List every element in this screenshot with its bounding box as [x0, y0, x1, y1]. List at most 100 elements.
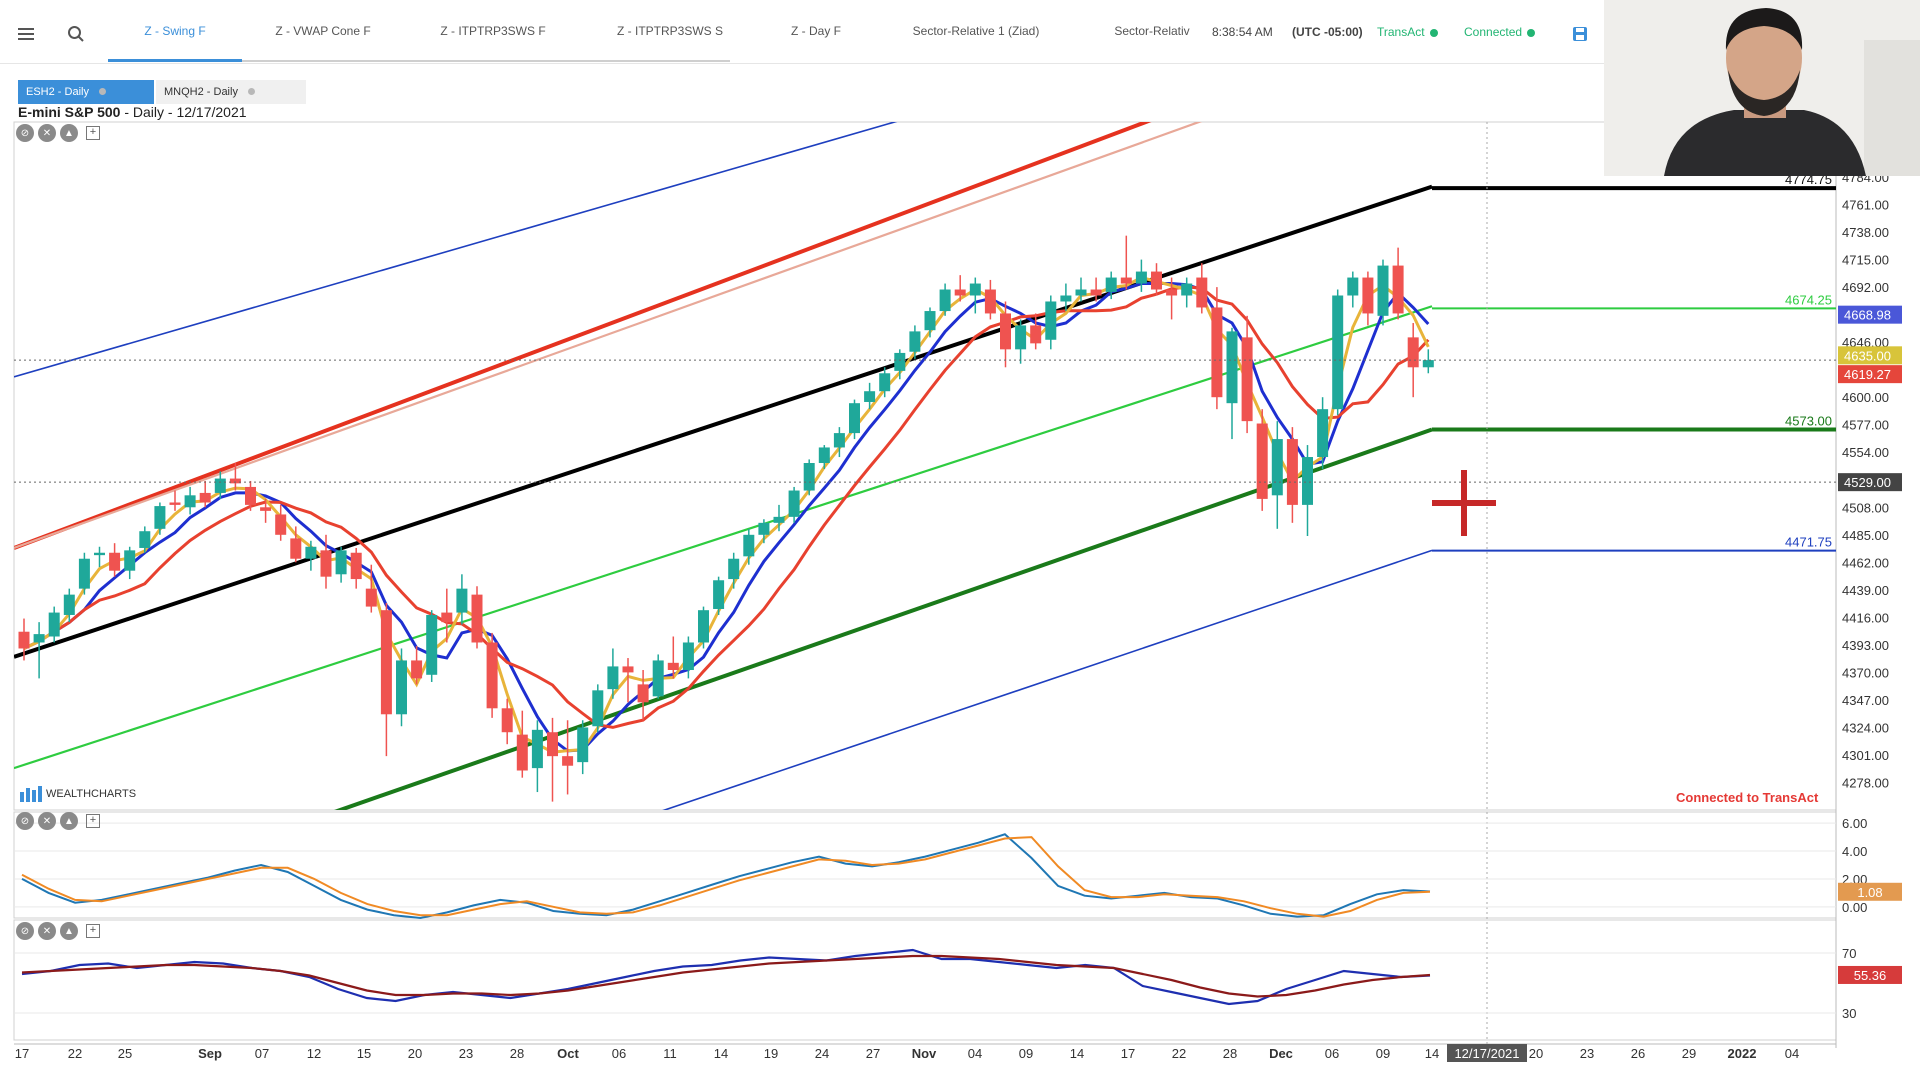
tab-day-f[interactable]: Z - Day F — [791, 24, 841, 38]
candle-body — [713, 580, 725, 609]
save-icon[interactable] — [1566, 20, 1594, 48]
time-axis-tick-label: Oct — [557, 1046, 579, 1061]
time-axis-tick-label: 20 — [1529, 1046, 1543, 1061]
candle-body — [1120, 277, 1132, 284]
moving-average-line — [23, 275, 1430, 754]
hide-icon[interactable]: ⊘ — [16, 124, 34, 142]
search-icon[interactable] — [62, 20, 90, 48]
candle-body — [622, 666, 634, 673]
candle-body — [667, 662, 679, 671]
candle-body — [1422, 360, 1434, 368]
candle-body — [1075, 289, 1087, 296]
time-axis-tick-label: 09 — [1376, 1046, 1390, 1061]
time-axis-tick-label: 06 — [612, 1046, 626, 1061]
hide-icon[interactable]: ⊘ — [16, 812, 34, 830]
candle-body — [154, 506, 166, 529]
candle-body — [305, 546, 317, 559]
candle-body — [214, 478, 226, 493]
wealthcharts-logo-icon — [20, 786, 42, 802]
candle-body — [803, 463, 815, 491]
candle-body — [1105, 277, 1117, 292]
candle-body — [728, 558, 740, 580]
candle-body — [33, 634, 45, 643]
tab-sector-relative-1[interactable]: Sector-Relative 1 (Ziad) — [912, 24, 1040, 38]
price-tag-label: 4619.27 — [1844, 367, 1891, 382]
add-icon[interactable]: + — [86, 924, 100, 938]
tab-vwap-cone-f[interactable]: Z - VWAP Cone F — [275, 24, 371, 38]
candle-body — [758, 522, 770, 535]
candle-body — [1256, 423, 1268, 499]
clock-time: 8:38:54 AM — [1212, 25, 1273, 39]
candle-body — [124, 550, 136, 571]
tab-itptrp3sws-s[interactable]: Z - ITPTRP3SWS S — [616, 24, 723, 38]
symbol-header: E-mini S&P 500 - Daily - 12/17/2021 — [18, 104, 247, 120]
candle-body — [456, 588, 468, 613]
hamburger-icon[interactable] — [12, 20, 40, 48]
transact-status[interactable]: TransAct — [1377, 25, 1438, 39]
connection-status: Connected — [1464, 25, 1536, 39]
projection-level-label: 4573.00 — [1785, 414, 1832, 429]
candle-body — [1286, 439, 1298, 505]
candle-body — [909, 331, 921, 352]
osc1-value-label: 1.08 — [1857, 885, 1882, 900]
main-panel-frame — [13, 121, 1837, 811]
candle-body — [1060, 295, 1072, 302]
collapse-icon[interactable]: ▲ — [60, 124, 78, 142]
hide-icon[interactable]: ⊘ — [16, 922, 34, 940]
candle-body — [547, 732, 558, 757]
connected-status-dot — [1527, 28, 1536, 37]
collapse-icon[interactable]: ▲ — [60, 922, 78, 940]
candle-body — [426, 614, 438, 675]
candle-body — [1166, 289, 1178, 296]
candle-body — [229, 478, 241, 484]
time-axis-tick-label: 27 — [866, 1046, 880, 1061]
add-icon[interactable]: + — [86, 814, 100, 828]
candle-body — [1302, 457, 1313, 505]
candle-body — [260, 507, 272, 511]
close-icon[interactable]: ✕ — [38, 124, 56, 142]
candle-body — [275, 514, 287, 535]
candle-body — [199, 492, 211, 503]
time-axis-tick-label: 07 — [255, 1046, 269, 1061]
tab-swing-f[interactable]: Z - Swing F — [144, 24, 206, 38]
time-cursor-tag — [1447, 1044, 1527, 1062]
time-axis-tick-label: 04 — [968, 1046, 982, 1061]
osc1-value-tag — [1838, 882, 1902, 901]
price-axis-tick-label: 4370.00 — [1842, 665, 1889, 680]
time-axis-tick-label: Nov — [912, 1046, 937, 1061]
price-axis-tick-label: 4600.00 — [1842, 390, 1889, 405]
close-icon[interactable]: ✕ — [38, 922, 56, 940]
price-axis-tick-label: 4324.00 — [1842, 720, 1889, 735]
time-axis-tick-label: 15 — [357, 1046, 371, 1061]
candle-body — [1045, 301, 1057, 340]
price-axis-tick-label: 4761.00 — [1842, 198, 1889, 213]
candle-body — [1015, 325, 1027, 350]
osc2-panel-frame — [13, 919, 1837, 1041]
candle-body — [984, 289, 996, 314]
price-axis-tick-label: 4692.00 — [1842, 280, 1889, 295]
time-axis-tick-label: 14 — [1070, 1046, 1084, 1061]
candle-body — [1090, 289, 1102, 296]
tab-sector-relative-2[interactable]: Sector-Relativ — [1114, 24, 1190, 38]
price-tag — [1838, 473, 1902, 492]
candle-body — [169, 502, 181, 505]
osc1-series-line — [21, 833, 1431, 920]
candle-body — [335, 550, 347, 575]
candle-body — [18, 631, 30, 649]
regression-channel-line — [662, 549, 1433, 810]
price-axis-tick-label: 4347.00 — [1842, 693, 1889, 708]
projection-level-label: 4674.25 — [1785, 292, 1832, 307]
symbol-period: - Daily - 12/17/2021 — [124, 104, 247, 120]
collapse-icon[interactable]: ▲ — [60, 812, 78, 830]
add-icon[interactable]: + — [86, 126, 100, 140]
tab-itptrp3sws-f[interactable]: Z - ITPTRP3SWS F — [440, 24, 546, 38]
time-axis-tick-label: 06 — [1325, 1046, 1339, 1061]
price-axis-tick-label: 4462.00 — [1842, 555, 1889, 570]
chart-tab-mnqh2[interactable]: MNQH2 - Daily — [156, 80, 306, 104]
chart-tab-esh2[interactable]: ESH2 - Daily — [18, 80, 154, 104]
time-axis-tick-label: 20 — [408, 1046, 422, 1061]
candle-body — [1196, 277, 1208, 308]
close-icon[interactable]: ✕ — [38, 812, 56, 830]
time-axis-tick-label: 29 — [1682, 1046, 1696, 1061]
tab-scroll-track[interactable] — [242, 60, 730, 62]
